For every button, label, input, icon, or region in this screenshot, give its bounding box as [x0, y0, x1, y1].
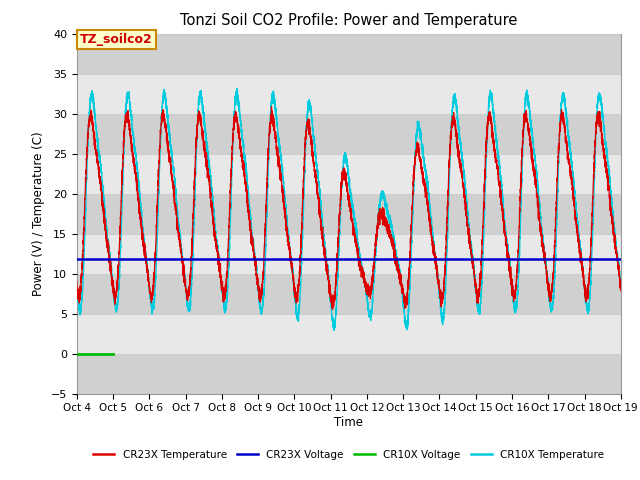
Bar	[77, 354, 621, 394]
Bar	[77, 34, 621, 73]
Text: TZ_soilco2: TZ_soilco2	[80, 33, 152, 46]
Bar	[77, 154, 621, 193]
Bar	[77, 234, 621, 274]
Title: Tonzi Soil CO2 Profile: Power and Temperature: Tonzi Soil CO2 Profile: Power and Temper…	[180, 13, 518, 28]
Legend: CR23X Temperature, CR23X Voltage, CR10X Voltage, CR10X Temperature: CR23X Temperature, CR23X Voltage, CR10X …	[90, 445, 608, 464]
Y-axis label: Power (V) / Temperature (C): Power (V) / Temperature (C)	[32, 132, 45, 296]
Bar	[77, 73, 621, 114]
Bar	[77, 114, 621, 154]
X-axis label: Time: Time	[334, 416, 364, 429]
Bar	[77, 274, 621, 313]
Bar	[77, 193, 621, 234]
Bar	[77, 313, 621, 354]
